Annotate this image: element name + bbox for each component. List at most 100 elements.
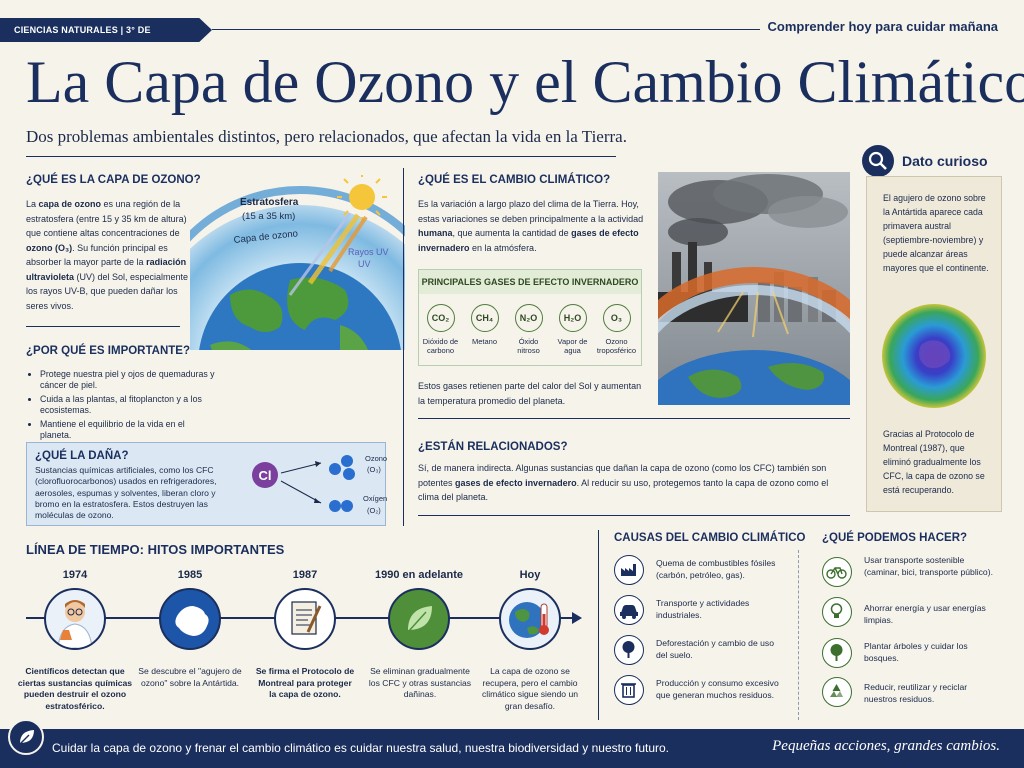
tree-icon <box>614 635 644 665</box>
footer-message: Cuidar la capa de ozono y frenar el camb… <box>52 741 669 755</box>
ozone-hole-image <box>882 304 986 408</box>
oxygen-formula: (O₂) <box>367 506 381 515</box>
ozone-divider <box>26 326 180 327</box>
leaf-badge-icon <box>8 719 44 755</box>
timeline-text: Científicos detectan que ciertas sustanc… <box>17 666 133 711</box>
related-divider-top <box>418 418 850 419</box>
timeline-year: 1985 <box>177 569 203 581</box>
damage-text: Sustancias químicas artificiales, como l… <box>35 465 217 521</box>
importance-list: Protege nuestra piel y ojos de quemadura… <box>28 369 218 444</box>
ozone-formula: (O₃) <box>367 465 381 474</box>
timeline-text: Se descubre el "agujero de ozono" sobre … <box>138 666 242 688</box>
climate-text: Es la variación a largo plazo del clima … <box>418 199 644 253</box>
related-divider-bottom <box>418 515 850 516</box>
car-icon <box>614 595 644 625</box>
header-divider <box>212 29 760 30</box>
gas-item: CO₂ Dióxido de carbono <box>419 304 462 355</box>
importance-heading: ¿POR QUÉ ES IMPORTANTE? <box>26 345 190 357</box>
timeline-arrow-icon <box>572 612 582 624</box>
curious-heading: Dato curioso <box>902 153 988 169</box>
gas-name: Ozono troposférico <box>596 337 637 355</box>
ozone-layer-diagram: Estratosfera (15 a 35 km) Capa de ozono … <box>190 175 405 350</box>
gas-name: Metano <box>471 337 498 346</box>
causes-divider <box>598 530 599 720</box>
oxygen-label: Oxígeno <box>363 494 387 503</box>
gas-name: Vapor de agua <box>557 337 588 355</box>
gas-formula-circle: H₂O <box>558 304 587 332</box>
actions-heading: ¿QUÉ PODEMOS HACER? <box>822 532 968 544</box>
cause-text: Transporte y actividades industriales. <box>656 598 750 620</box>
list-item: Mantiene el equilibrio de la vida en el … <box>40 419 218 441</box>
greenhouse-gases-box: PRINCIPALES GASES DE EFECTO INVERNADERO … <box>418 269 642 366</box>
column-divider <box>403 168 404 526</box>
curious-text-1: El agujero de ozono sobre la Antártida a… <box>883 193 989 273</box>
related-heading: ¿ESTÁN RELACIONADOS? <box>418 441 568 453</box>
ozone-heading: ¿QUÉ ES LA CAPA DE OZONO? <box>26 174 201 186</box>
sun-icon <box>337 175 387 222</box>
lightbulb-icon <box>822 597 852 627</box>
timeline-text: Se firma el Protocolo de Montreal para p… <box>255 666 355 699</box>
timeline-year: 1987 <box>292 569 318 581</box>
gases-effect-text: Estos gases retienen parte del calor del… <box>418 381 642 406</box>
curious-box: El agujero de ozono sobre la Antártida a… <box>866 176 1002 512</box>
action-text: Plantar árboles y cuidar los bosques. <box>864 641 968 663</box>
trash-icon <box>614 675 644 705</box>
list-item: Protege nuestra piel y ojos de quemadura… <box>40 369 218 391</box>
gas-item: H₂O Vapor de agua <box>551 304 594 355</box>
related-text: Sí, de manera indirecta. Algunas sustanc… <box>418 463 829 502</box>
recycle-icon <box>822 677 852 707</box>
earth-thermometer-icon <box>499 588 561 650</box>
ozone-molecule-label: Ozono <box>365 454 387 463</box>
gas-name: Dióxido de carbono <box>422 337 459 355</box>
stratosphere-label: Estratosfera <box>240 197 299 208</box>
gas-formula-circle: CH₄ <box>470 304 499 332</box>
timeline-year: Hoy <box>519 569 541 581</box>
gas-item: O₃ Ozono troposférico <box>595 304 638 355</box>
curious-text-2: Gracias al Protocolo de Montreal (1987),… <box>883 429 985 495</box>
gas-formula-circle: O₃ <box>602 304 631 332</box>
bicycle-icon <box>822 557 852 587</box>
factory-icon <box>614 555 644 585</box>
causes-heading: CAUSAS DEL CAMBIO CLIMÁTICO <box>614 532 806 544</box>
page-subtitle: Dos problemas ambientales distintos, per… <box>26 127 627 146</box>
antarctica-icon <box>159 588 221 650</box>
action-text: Ahorrar energía y usar energías limpias. <box>864 603 986 625</box>
gas-item: CH₄ Metano <box>463 304 506 346</box>
actions-divider <box>798 550 799 720</box>
cause-text: Deforestación y cambio de uso del suelo. <box>656 638 774 660</box>
gases-heading: PRINCIPALES GASES DE EFECTO INVERNADERO <box>419 270 641 294</box>
magnifier-icon <box>862 145 894 177</box>
ozone-destruction-diagram: Cl Ozono (O₃) Oxígeno (O₂) <box>252 454 387 515</box>
damage-heading: ¿QUÉ LA DAÑA? <box>35 450 129 462</box>
timeline-text: Se eliminan gradualmente los CFC y otras… <box>368 666 472 699</box>
timeline-text: La capa de ozono se recupera, pero el ca… <box>481 666 579 711</box>
page-title: La Capa de Ozono y el Cambio Climático <box>26 49 1024 115</box>
action-text: Reducir, reutilizar y reciclar nuestros … <box>864 682 968 704</box>
tagline: Comprender hoy para cuidar mañana <box>767 19 998 34</box>
document-signing-icon <box>274 588 336 650</box>
gas-formula-circle: N₂O <box>514 304 543 332</box>
damage-box: ¿QUÉ LA DAÑA? Sustancias químicas artifi… <box>26 442 387 526</box>
oxygen-molecule-icon <box>329 500 353 512</box>
uv-sublabel: UV <box>358 259 371 269</box>
ozone-text: La capa de ozono es una región de la est… <box>26 199 189 311</box>
subtitle-divider <box>26 156 616 157</box>
timeline-heading: LÍNEA DE TIEMPO: HITOS IMPORTANTES <box>26 542 285 557</box>
cause-text: Quema de combustibles fósiles (carbón, p… <box>656 558 776 580</box>
gas-name: Óxido nitroso <box>517 337 540 355</box>
tree-icon <box>822 638 852 668</box>
scientist-icon <box>44 588 106 650</box>
timeline-year: 1990 en adelante <box>374 569 464 581</box>
climate-heading: ¿QUÉ ES EL CAMBIO CLIMÁTICO? <box>418 174 611 186</box>
action-text: Usar transporte sostenible (caminar, bic… <box>864 555 993 577</box>
footer-bar <box>0 729 1024 768</box>
list-item: Cuida a las plantas, al fitoplancton y a… <box>40 394 218 416</box>
pollution-earth-image <box>658 172 850 405</box>
timeline-year: 1974 <box>62 569 88 581</box>
chlorine-label: Cl <box>259 468 272 483</box>
cause-text: Producción y consumo excesivo que genera… <box>656 678 779 700</box>
stratosphere-range: (15 a 35 km) <box>242 211 295 222</box>
gas-formula-circle: CO₂ <box>426 304 455 332</box>
uv-label: Rayos UV <box>348 247 389 257</box>
footer-slogan: Pequeñas acciones, grandes cambios. <box>772 738 1000 754</box>
